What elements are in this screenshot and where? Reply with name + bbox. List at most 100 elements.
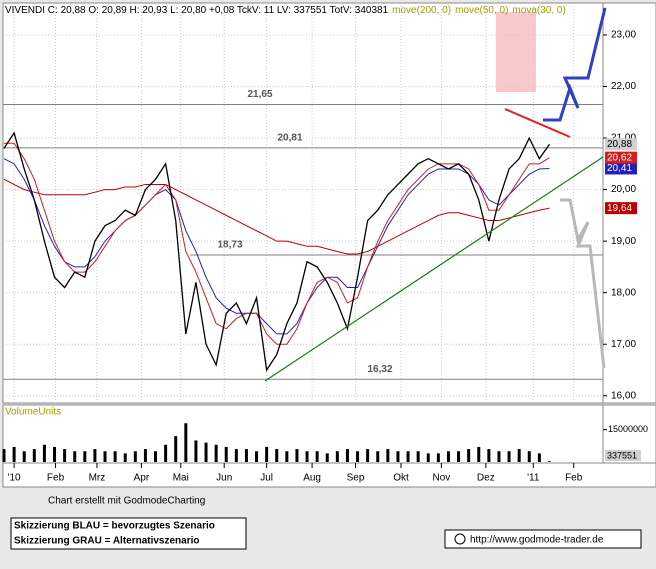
legend-entry: mova(30, 0) [512,5,565,16]
x-tick-label: Feb [565,473,583,484]
legend-grey: Skizzierung GRAU = Alternativszenario [14,536,200,547]
y-tick-label: 16,00 [611,390,636,401]
volume-bar [255,451,259,462]
y-tick-label: 21,00 [611,133,636,144]
volume-bar [2,449,6,462]
series-line [3,158,550,335]
x-tick-label: Jul [260,473,273,484]
legend-entry: move(50, 0) [455,5,508,16]
volume-bar [113,451,117,462]
y-tick-label: 19,00 [611,236,636,247]
volume-bar [204,442,208,462]
volume-bar [93,449,97,462]
volume-bar [244,449,248,462]
volume-bar [537,453,541,462]
volume-bar [366,449,370,462]
resistance-trendline [504,108,571,138]
volume-bar [224,446,228,462]
volume-bar [517,449,521,462]
volume-bar [133,451,137,462]
volume-bar [234,449,238,462]
volume-bar [497,451,501,462]
x-tick-label: Dez [477,473,495,484]
volume-bar [164,444,168,462]
price-tag [605,138,637,151]
support-trendline [264,156,604,382]
level-label: 18,73 [217,240,242,251]
volume-bar [487,449,491,462]
volume-bar [295,449,299,462]
volume-bar [457,451,461,462]
price-tag [605,151,637,164]
blue-scenario [543,7,607,122]
volume-bar [386,449,390,462]
volume-bar [123,453,127,462]
credit: Chart erstellt mit GodmodeCharting [48,496,205,507]
volume-bar [305,451,309,462]
volume-bar [53,446,57,462]
volume-bar [477,446,481,462]
price-tag-label: 20,88 [607,139,632,150]
volume-bar [83,451,87,462]
volume-bar [12,446,16,462]
volume-bar [63,449,67,462]
x-tick-label: '10 [8,473,21,484]
price-tag [605,162,637,175]
volume-tag [605,450,641,461]
x-tick-label: Jun [216,473,232,484]
x-tick-label: Mrz [89,473,106,484]
volume-bar [507,451,511,462]
legend-blue: Skizzierung BLAU = bevorzugtes Szenario [14,521,215,532]
volume-bar [356,451,360,462]
legend-box [10,517,247,550]
volume-bar [42,444,46,462]
volume-bar [154,451,158,462]
volume-bar [275,449,279,462]
volume-bar [265,446,269,462]
url: http://www.godmode-trader.de [470,535,604,546]
volume-bar [416,451,420,462]
y-tick-label: 23,00 [611,30,636,41]
volume-bar [184,423,188,462]
volume-bar [426,453,430,462]
x-tick-label: '11 [527,473,540,484]
level-label: 20,81 [277,132,302,143]
volume-bar [143,449,147,462]
header: VIVENDI C: 20,88 O: 20,89 H: 20,93 L: 20… [5,5,566,16]
volume-bar [527,451,531,462]
volume-bar [345,449,349,462]
x-tick-label: Apr [134,473,150,484]
series-line [3,178,550,255]
price-tag [605,202,637,215]
volume-bar [194,440,198,462]
volume-bar [174,436,178,462]
volume-bar [547,461,551,462]
series-line [3,131,550,372]
y-tick-label: 17,00 [611,339,636,350]
volume-bar [376,451,380,462]
x-tick-label: Nov [432,473,450,484]
x-tick-label: Mai [173,473,189,484]
volume-bar [73,451,77,462]
level-label: 21,65 [247,89,272,100]
plot: 16,00 17,00 18,00 19,00 20,00 21,00 22,00 23,00… [2,3,648,484]
volume-label: VolumeUnits [5,407,61,418]
volume-bar [446,451,450,462]
target-zone [496,12,536,92]
volume-panel [2,404,604,464]
volume-bar [335,451,339,462]
copyright-icon [454,533,466,545]
price-tag-label: 20,62 [607,152,632,163]
x-tick-label: Feb [47,473,65,484]
level-label: 16,32 [367,364,392,375]
volume-bar [315,451,319,462]
volume-bar [396,451,400,462]
volume-bar [103,451,107,462]
volume-bar [32,449,36,462]
price-tag-label: 20,41 [607,163,632,174]
volume-bar [285,451,289,462]
volume-tick-label: 15000000 [608,424,648,434]
x-tick-label: Aug [303,473,321,484]
x-axis-panel [2,462,656,488]
title: VIVENDI C: 20,88 O: 20,89 H: 20,93 L: 20… [5,5,389,16]
